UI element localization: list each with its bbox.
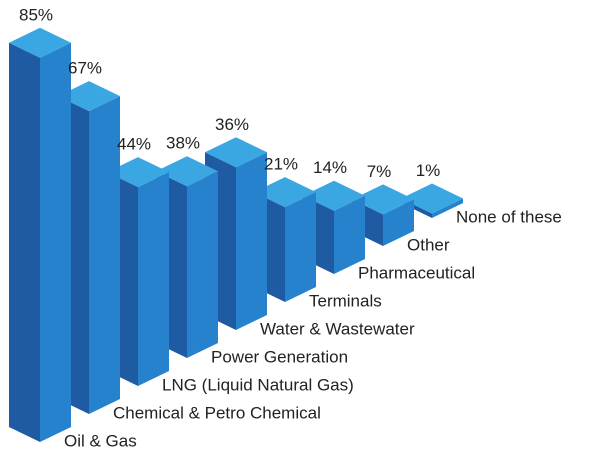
value-label: 1%: [416, 161, 441, 180]
bar-top-face: [254, 177, 316, 208]
category-label: Water & Wastewater: [260, 319, 415, 338]
value-label: 44%: [117, 135, 151, 154]
value-label: 67%: [68, 59, 102, 78]
bar-top-face: [205, 137, 267, 168]
value-label: 36%: [215, 115, 249, 134]
bar-left-face: [9, 42, 40, 443]
bar-top-face: [156, 156, 218, 187]
value-label: 85%: [19, 5, 53, 24]
bar-right-face: [40, 42, 71, 443]
value-label: 21%: [264, 155, 298, 174]
bar-top-face: [58, 81, 120, 112]
category-label: None of these: [456, 207, 562, 226]
category-label: Oil & Gas: [64, 431, 137, 450]
bar-top-face: [352, 184, 414, 215]
category-label: LNG (Liquid Natural Gas): [162, 375, 354, 394]
bar-right-face: [89, 96, 120, 414]
bar-top-face: [9, 27, 71, 58]
value-label: 7%: [367, 162, 392, 181]
value-label: 14%: [313, 158, 347, 177]
bar-top-face: [303, 180, 365, 211]
category-label: Power Generation: [211, 347, 348, 366]
bar-right-face: [285, 192, 316, 302]
category-label: Other: [407, 235, 450, 254]
bar-right-face: [334, 195, 365, 274]
category-label: Chemical & Petro Chemical: [113, 403, 321, 422]
bar-right-face: [432, 198, 463, 218]
category-label: Pharmaceutical: [358, 263, 475, 282]
bar-right-face: [236, 152, 267, 330]
value-label: 38%: [166, 134, 200, 153]
bar-right-face: [383, 199, 414, 246]
category-label: Terminals: [309, 291, 382, 310]
bar-right-face: [138, 172, 169, 386]
bar-right-face: [187, 171, 218, 358]
bar-top-face: [401, 183, 463, 214]
bar-top-face: [107, 157, 169, 188]
